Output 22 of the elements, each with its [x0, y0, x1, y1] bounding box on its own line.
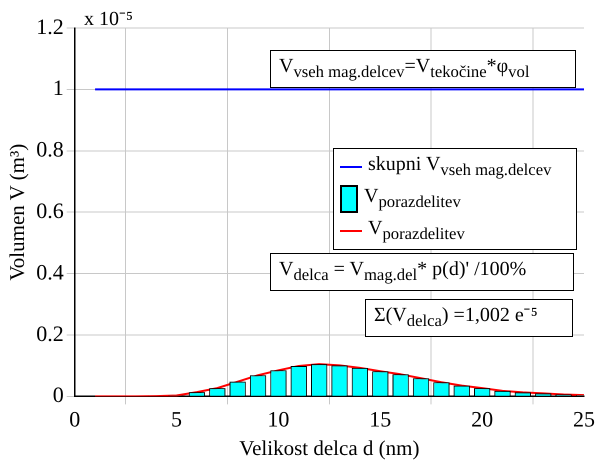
x-tick-label: 5	[171, 406, 182, 432]
y-tick-label: 0.4	[36, 259, 64, 284]
y-tick-label: 0.6	[36, 198, 64, 223]
x-tick-label: 15	[369, 406, 392, 432]
y-tick-label: 0	[52, 382, 64, 408]
legend-label: V$_{porazdelitev}$	[364, 184, 461, 213]
x-tick-label: 10	[267, 406, 290, 432]
y-tick-label: 0.2	[36, 320, 64, 346]
y-tick-label: 1	[52, 75, 64, 100]
annotation: x 10⁻⁵	[84, 7, 133, 32]
x-axis-title: Velikost delca d (nm)	[239, 436, 420, 460]
legend-label: skupni V$_{vseh mag.delcev}$	[368, 152, 552, 181]
y-tick-label: 1.2	[36, 14, 64, 39]
legend-label: V$_{porazdelitev}$	[368, 216, 465, 245]
x-tick-label: 25	[573, 406, 595, 432]
y-tick-label: 0.8	[36, 136, 64, 162]
y-axis-title: Volumen V (m³)	[5, 144, 30, 281]
annotation: V$_{delca}$ = V$_{mag.del}$* p(d)' /100%	[270, 253, 574, 291]
annotation: Σ(V$_{delca}$) =1,002 e⁻⁵	[365, 299, 573, 337]
x-tick-label: 20	[471, 406, 494, 432]
annotation: V$_{vseh mag.delcev}$=V$_{tekočine}$*φ$_{vol}$	[270, 50, 576, 88]
x-tick-label: 0	[69, 406, 80, 432]
